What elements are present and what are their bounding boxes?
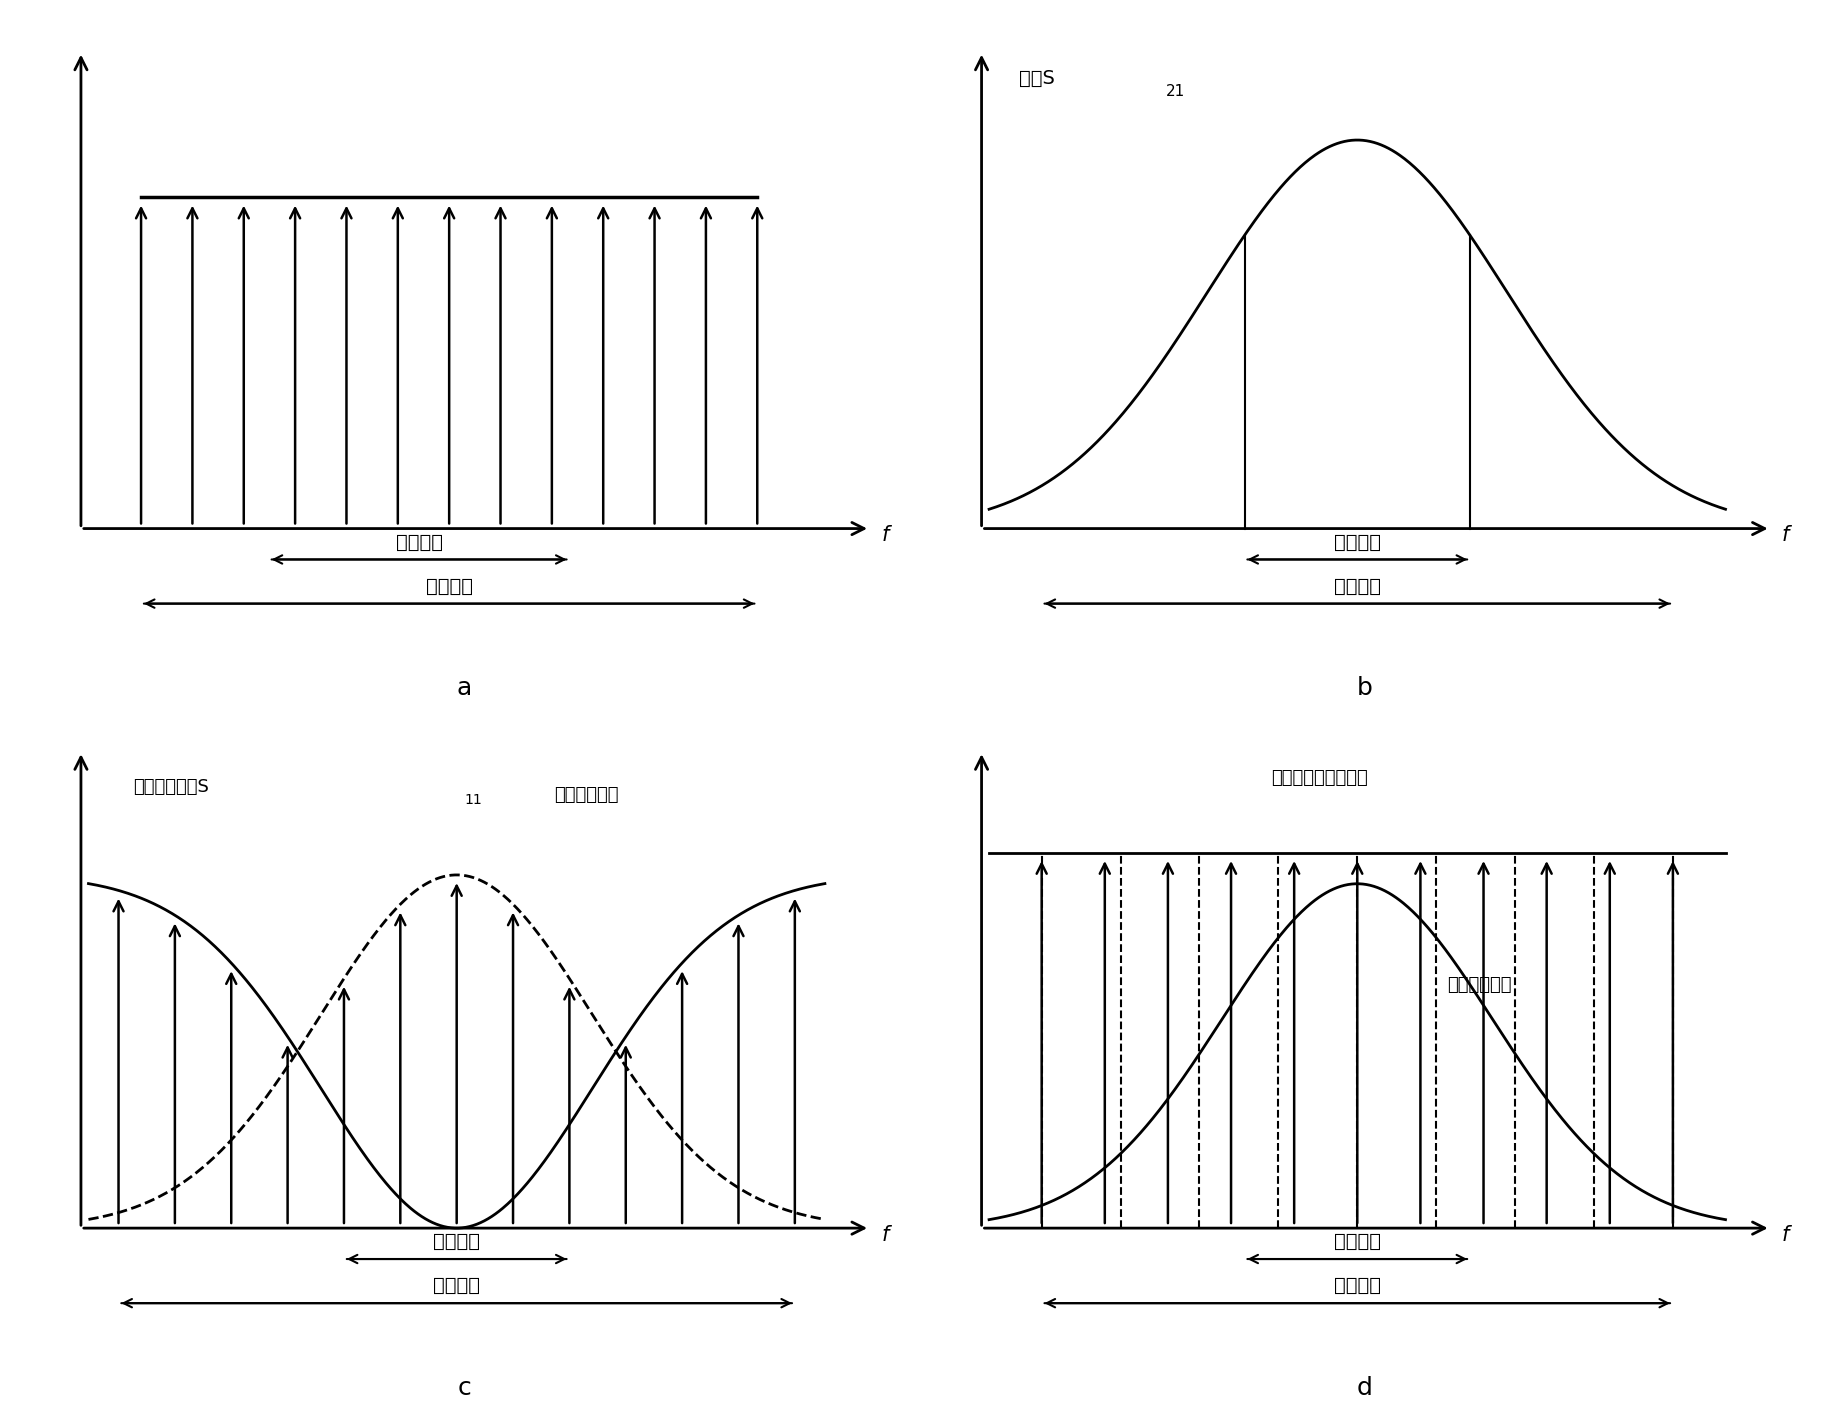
Text: 天线辐射能量: 天线辐射能量 xyxy=(1447,976,1513,995)
Text: 天线S: 天线S xyxy=(1019,69,1055,88)
Text: f: f xyxy=(882,526,889,545)
Text: f: f xyxy=(882,1225,889,1245)
Text: 工作带宽: 工作带宽 xyxy=(395,533,443,551)
Text: a: a xyxy=(457,675,472,699)
Text: 回波损耗补偿后的值: 回波损耗补偿后的值 xyxy=(1271,769,1368,787)
Text: 11: 11 xyxy=(465,793,483,807)
Text: 天线辐射能量: 天线辐射能量 xyxy=(554,787,618,804)
Text: c: c xyxy=(457,1376,472,1400)
Text: d: d xyxy=(1357,1376,1374,1400)
Text: b: b xyxy=(1357,675,1374,699)
Text: 测试带宽: 测试带宽 xyxy=(1333,577,1381,596)
Text: 测试带宽: 测试带宽 xyxy=(1333,1276,1381,1296)
Text: 工作带宽: 工作带宽 xyxy=(1333,1232,1381,1251)
Text: f: f xyxy=(1781,526,1789,545)
Text: 工作带宽: 工作带宽 xyxy=(1333,533,1381,551)
Text: 测试带宽: 测试带宽 xyxy=(426,577,472,596)
Text: 工作带宽: 工作带宽 xyxy=(433,1232,481,1251)
Text: f: f xyxy=(1781,1225,1789,1245)
Text: 测试带宽: 测试带宽 xyxy=(433,1276,481,1296)
Text: 天线回波损耗S: 天线回波损耗S xyxy=(134,777,210,796)
Text: 21: 21 xyxy=(1165,83,1185,99)
